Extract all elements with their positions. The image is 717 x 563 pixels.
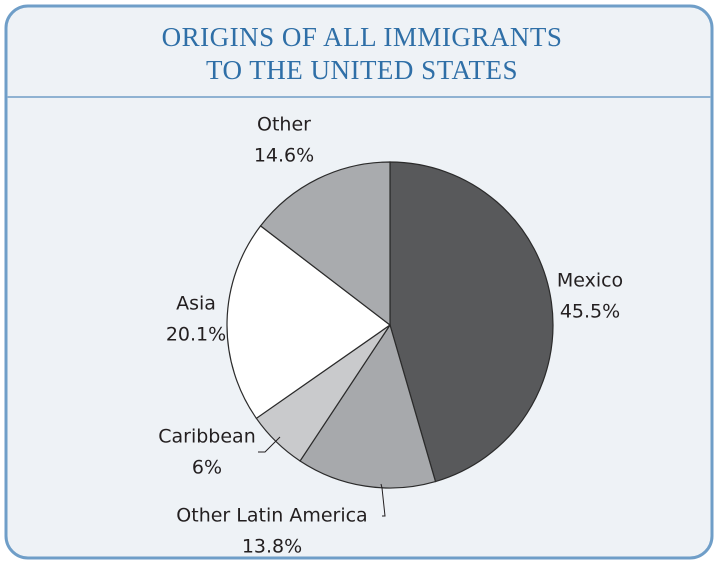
pie-slice bbox=[259, 161, 391, 327]
slice-label: Mexico bbox=[557, 270, 623, 292]
leader-line bbox=[258, 436, 281, 453]
slice-label: Other Latin America bbox=[176, 505, 367, 527]
slice-value-label: 14.6% bbox=[254, 145, 314, 167]
slice-label: Caribbean bbox=[158, 426, 256, 448]
slice-value-label: 20.1% bbox=[166, 324, 226, 346]
slice-value-label: 6% bbox=[192, 457, 222, 479]
chart-title: TO THE UNITED STATES bbox=[206, 55, 518, 85]
chart-title: ORIGINS OF ALL IMMIGRANTS bbox=[162, 22, 563, 52]
slice-value-label: 45.5% bbox=[560, 301, 620, 323]
pie-slice bbox=[226, 225, 392, 420]
pie-slice bbox=[299, 323, 437, 489]
pie-slice bbox=[389, 161, 554, 483]
slice-label: Asia bbox=[176, 293, 216, 315]
slice-label: Other bbox=[257, 114, 311, 136]
slice-value-label: 13.8% bbox=[242, 536, 302, 558]
leader-line bbox=[380, 483, 386, 517]
